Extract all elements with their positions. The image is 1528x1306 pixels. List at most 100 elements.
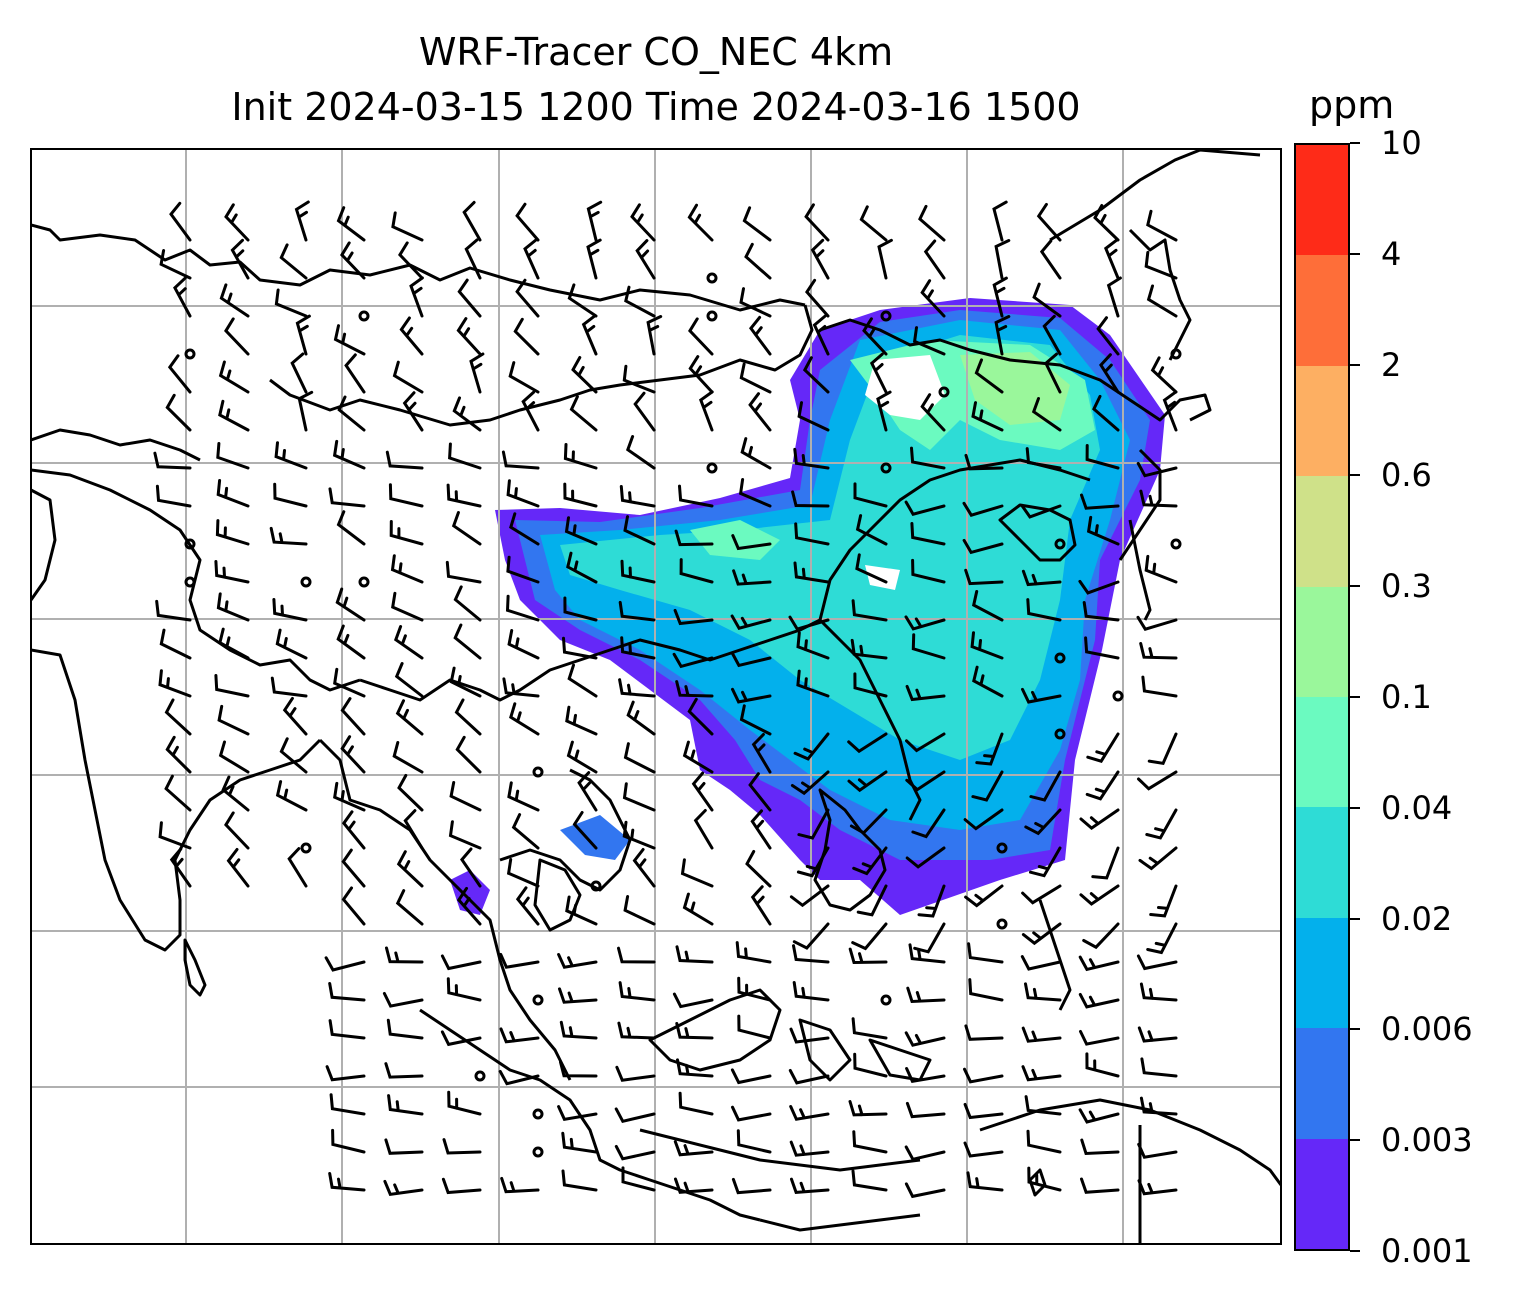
wind-barb [1021,569,1062,587]
wind-barb [688,317,714,356]
map-frame [30,148,1282,1245]
wind-barb [731,534,772,551]
calm-wind-marker [300,576,312,588]
wind-barb [794,522,830,546]
wind-barb [1079,808,1120,830]
wind-barb [158,821,192,850]
wind-barb [511,813,540,850]
wind-barb [735,941,772,964]
wind-barb [964,884,1004,908]
wind-barb [688,355,714,394]
wind-barb [453,585,482,622]
calm-wind-marker [1170,538,1182,550]
wind-barb [853,482,888,508]
calm-wind-marker [532,1108,544,1120]
wind-barb [614,1144,656,1161]
wind-barb [1020,955,1062,971]
colorbar-tick-label: 0.001 [1381,1232,1473,1270]
colorbar-tick [1350,696,1360,698]
wind-barb [558,987,598,1004]
wind-barb [1096,316,1120,356]
wind-barb [673,608,714,626]
wind-barb [876,390,892,432]
wind-barb [913,922,946,954]
wind-barb [565,705,598,736]
wind-barb [1024,1095,1062,1116]
colorbar-segment [1296,807,1348,918]
wind-barb [329,1093,366,1116]
wind-barb [789,1105,830,1121]
wind-barb [622,782,656,812]
wind-barb [275,628,308,660]
wind-barb [623,742,656,774]
wind-barb [1036,202,1062,242]
colorbar-segment [1296,1028,1348,1139]
wind-barb [911,558,946,584]
wind-barb [1044,352,1062,394]
wind-barb [155,599,192,622]
calm-wind-marker [996,918,1008,930]
wind-barb [850,638,888,660]
colorbar-tick [1350,252,1360,255]
colorbar-tick [1350,917,1360,920]
wind-barb [509,702,540,736]
wind-barb [169,201,192,242]
colorbar [1294,143,1350,1251]
wind-barb [218,740,250,774]
wind-barb [963,1067,1004,1084]
wind-barb [968,978,1004,1002]
wind-barb [498,1069,540,1086]
wind-barb [164,774,192,812]
wind-barb [646,315,663,356]
wind-barb [1029,770,1062,802]
wind-barb [500,1176,540,1194]
tracer-plume [450,298,1165,915]
wind-barb [279,737,308,774]
wind-barb [1092,394,1120,432]
colorbar-segment [1296,586,1348,697]
wind-barb [328,982,366,1002]
wind-barb [614,1107,656,1124]
wind-barb [508,361,540,394]
wind-barb [341,810,366,850]
wind-barb [962,501,1004,517]
wind-barb [1021,687,1062,704]
wind-barb [561,1169,598,1192]
wind-barb [1021,922,1062,946]
wind-barb [619,485,656,508]
wind-barb [859,205,888,242]
wind-barb [448,820,482,850]
wind-barb [920,279,946,318]
wind-barb [563,443,598,470]
wind-barb [1146,284,1178,318]
wind-barb [226,848,250,888]
wind-barb [851,1169,888,1192]
wind-barb [1136,615,1178,631]
wind-barb [469,352,485,394]
wind-barb [336,206,366,242]
wind-barb [737,976,772,1002]
wind-barb [906,986,946,1004]
colorbar-tick [1350,806,1360,809]
wind-barb [789,1140,830,1157]
wind-barb [565,895,598,926]
wind-barb [501,450,540,470]
wind-barb [453,623,482,660]
wind-barb [730,651,772,668]
wind-barb [155,484,192,508]
wind-barb [1025,447,1062,470]
wind-barb [336,624,366,660]
wind-barb [1150,356,1178,394]
wind-barb [1078,955,1120,972]
wind-barb [789,1027,830,1044]
wind-barb [390,554,424,584]
wind-barb [792,922,830,950]
wind-barb [905,1101,946,1119]
wind-barb [617,946,656,964]
wind-barb [731,1177,772,1195]
calm-wind-marker [358,576,370,588]
colorbar-tick-label: 0.02 [1381,899,1453,938]
wind-barb [851,922,888,951]
wind-barb [441,1177,482,1195]
wind-barb [674,529,714,547]
